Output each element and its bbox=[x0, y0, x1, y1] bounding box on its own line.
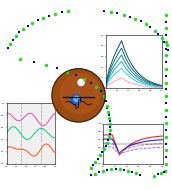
Circle shape bbox=[52, 69, 105, 122]
Circle shape bbox=[74, 96, 79, 101]
Circle shape bbox=[78, 79, 84, 86]
Circle shape bbox=[71, 94, 81, 105]
Circle shape bbox=[60, 74, 100, 114]
